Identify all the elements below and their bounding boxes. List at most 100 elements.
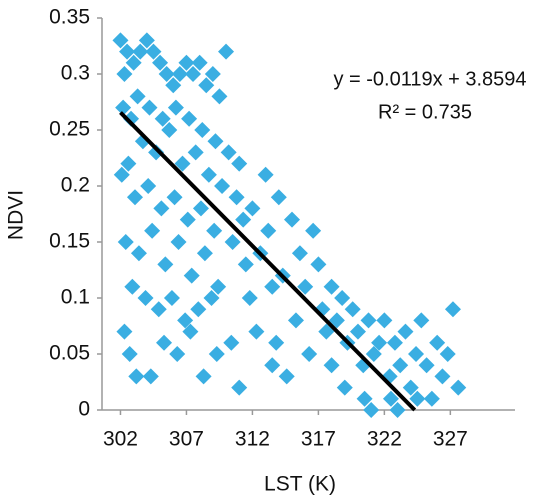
point bbox=[328, 312, 345, 329]
x-axis-label: LST (K) bbox=[264, 473, 336, 496]
point bbox=[158, 66, 175, 82]
y-tick-label: 0.2 bbox=[61, 174, 90, 197]
point bbox=[371, 334, 388, 351]
point bbox=[270, 189, 287, 206]
point bbox=[413, 312, 430, 329]
point bbox=[363, 402, 380, 418]
point bbox=[382, 390, 399, 407]
point bbox=[323, 278, 340, 295]
point bbox=[268, 334, 285, 351]
point bbox=[356, 390, 373, 407]
x-tick-label: 307 bbox=[169, 428, 204, 451]
point bbox=[334, 290, 351, 306]
point bbox=[115, 99, 132, 116]
point bbox=[305, 222, 322, 239]
point bbox=[206, 222, 223, 239]
point bbox=[418, 357, 435, 374]
point bbox=[207, 133, 224, 150]
point bbox=[119, 43, 136, 60]
y-tick-label: 0.15 bbox=[49, 230, 90, 253]
point bbox=[220, 144, 237, 161]
point bbox=[170, 234, 187, 250]
point bbox=[120, 155, 137, 172]
point bbox=[392, 357, 409, 374]
point bbox=[126, 189, 143, 206]
point bbox=[190, 301, 207, 318]
point bbox=[439, 346, 456, 362]
point bbox=[167, 99, 184, 116]
point bbox=[310, 256, 327, 273]
point bbox=[145, 43, 162, 60]
x-tick-label: 302 bbox=[103, 428, 138, 451]
point bbox=[116, 66, 133, 82]
point bbox=[402, 379, 419, 396]
point bbox=[214, 178, 231, 194]
point bbox=[125, 54, 142, 71]
point bbox=[198, 77, 215, 94]
point bbox=[231, 155, 248, 172]
point bbox=[161, 122, 178, 138]
point bbox=[318, 323, 335, 340]
point bbox=[231, 379, 248, 396]
point bbox=[152, 54, 169, 71]
point bbox=[365, 346, 382, 362]
point bbox=[153, 200, 170, 217]
point bbox=[196, 245, 213, 262]
point bbox=[195, 368, 212, 385]
point bbox=[223, 334, 240, 351]
point bbox=[228, 189, 245, 206]
y-tick-label: 0.35 bbox=[49, 6, 90, 29]
y-tick-label: 0 bbox=[78, 398, 90, 421]
x-tick-label: 317 bbox=[301, 428, 336, 451]
point bbox=[166, 189, 183, 206]
point bbox=[138, 32, 155, 49]
point bbox=[156, 334, 173, 351]
point bbox=[182, 323, 199, 340]
point bbox=[113, 166, 130, 183]
point bbox=[121, 346, 138, 362]
point bbox=[336, 379, 353, 396]
point bbox=[129, 88, 146, 105]
point bbox=[140, 178, 157, 194]
point bbox=[211, 88, 228, 105]
point bbox=[157, 256, 174, 273]
point bbox=[248, 323, 265, 340]
point bbox=[194, 122, 211, 138]
point bbox=[224, 234, 241, 250]
point bbox=[210, 278, 227, 295]
y-tick-label: 0.05 bbox=[49, 342, 90, 365]
point bbox=[235, 211, 252, 228]
r-squared: R² = 0.735 bbox=[378, 101, 472, 123]
point bbox=[203, 290, 220, 306]
point bbox=[200, 166, 217, 183]
point bbox=[244, 200, 261, 217]
point bbox=[116, 323, 133, 340]
point bbox=[144, 222, 161, 239]
point bbox=[397, 323, 414, 340]
point bbox=[429, 334, 446, 351]
point bbox=[360, 312, 377, 329]
point bbox=[123, 110, 140, 127]
point bbox=[150, 301, 167, 318]
point bbox=[181, 110, 198, 127]
point bbox=[148, 144, 165, 161]
point bbox=[241, 290, 258, 306]
point bbox=[112, 32, 129, 49]
point bbox=[344, 301, 361, 318]
point bbox=[237, 256, 254, 273]
point bbox=[349, 323, 366, 340]
point bbox=[171, 66, 188, 82]
point bbox=[177, 312, 194, 329]
y-axis-label: NDVI bbox=[5, 190, 28, 240]
point bbox=[178, 54, 195, 71]
point bbox=[218, 43, 235, 60]
point bbox=[141, 99, 158, 116]
point bbox=[423, 390, 440, 407]
point bbox=[278, 368, 295, 385]
equation: y = -0.0119x + 3.8594 bbox=[333, 68, 526, 90]
point bbox=[169, 346, 186, 362]
point bbox=[323, 357, 340, 374]
point bbox=[376, 312, 393, 329]
point bbox=[450, 379, 467, 396]
